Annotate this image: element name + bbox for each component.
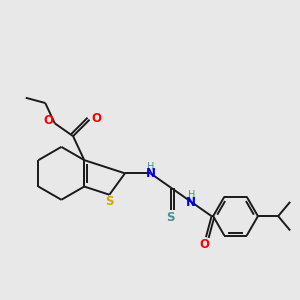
Text: S: S bbox=[105, 195, 114, 208]
Text: O: O bbox=[200, 238, 209, 251]
Text: O: O bbox=[43, 114, 53, 127]
Text: S: S bbox=[166, 211, 175, 224]
Text: H: H bbox=[147, 162, 154, 172]
Text: O: O bbox=[92, 112, 101, 124]
Text: H: H bbox=[188, 190, 195, 200]
Text: N: N bbox=[146, 167, 155, 180]
Text: N: N bbox=[186, 196, 196, 209]
